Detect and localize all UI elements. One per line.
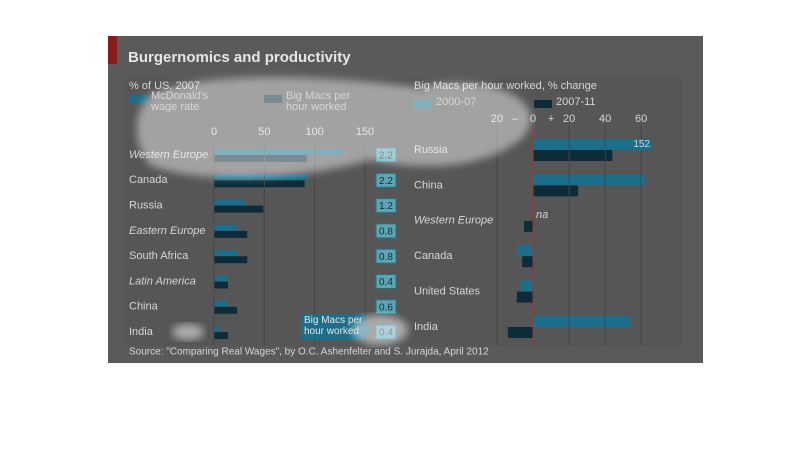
category-label: Eastern Europe xyxy=(129,225,205,237)
bar xyxy=(214,174,307,181)
value-label: na xyxy=(536,209,548,221)
bar xyxy=(214,326,221,333)
boxed-value xyxy=(375,248,397,264)
highlight-blob xyxy=(352,315,408,345)
category-label: Russia xyxy=(129,200,164,212)
bar xyxy=(533,139,652,150)
category-label: Canada xyxy=(129,174,168,186)
boxed-value-label: 0.4 xyxy=(379,277,393,288)
x-tick-label: 0 xyxy=(530,113,536,125)
boxed-value-label: 0.8 xyxy=(379,252,393,263)
legend-label: 2000-07 xyxy=(436,96,477,108)
bar xyxy=(214,224,239,231)
bar xyxy=(214,306,238,314)
boxed-value-label: 2.2 xyxy=(379,176,393,187)
boxed-value xyxy=(375,299,397,315)
legend-swatch xyxy=(534,100,552,108)
category-label: United States xyxy=(414,286,481,298)
category-label: India xyxy=(129,326,154,338)
category-label: China xyxy=(129,301,159,313)
legend-swatch xyxy=(129,95,147,103)
bar xyxy=(533,316,631,327)
category-label: Latin America xyxy=(129,275,196,287)
red-tab xyxy=(108,36,117,64)
boxed-value xyxy=(375,223,397,239)
x-tick-label: 20 xyxy=(563,113,575,125)
bar xyxy=(516,245,534,257)
legend-label: McDonald's wage rate xyxy=(151,90,209,113)
legend-label: 2007-11 xyxy=(556,96,596,108)
bar xyxy=(214,256,248,264)
boxed-value xyxy=(375,274,397,289)
bar xyxy=(522,256,534,268)
bar xyxy=(214,275,229,282)
bar xyxy=(533,174,645,186)
axis-sign: + xyxy=(548,113,554,125)
x-tick-label: 60 xyxy=(635,113,647,125)
category-label: Canada xyxy=(414,250,453,262)
bars xyxy=(507,139,652,338)
value-label: 152 xyxy=(633,139,650,150)
bar xyxy=(533,185,579,197)
bar xyxy=(214,332,229,340)
category-label: India xyxy=(414,321,439,333)
highlight-blob xyxy=(172,324,204,340)
annotation: Big Macs per hour worked xyxy=(304,315,363,338)
bar xyxy=(214,250,238,257)
value-label-box xyxy=(628,139,652,150)
boxed-value xyxy=(375,172,397,188)
boxed-value xyxy=(375,198,397,214)
bar xyxy=(507,327,534,338)
bar xyxy=(516,291,534,303)
source: Source: "Comparing Real Wages", by O.C. … xyxy=(129,347,489,358)
bar xyxy=(214,300,228,307)
bar xyxy=(214,281,229,289)
title: Burgernomics and productivity xyxy=(128,49,351,66)
bar xyxy=(214,205,264,213)
boxed-value-label: 1.2 xyxy=(379,201,393,212)
category-label: Western Europe xyxy=(414,215,493,227)
legend-label: Big Macs per hour worked xyxy=(286,90,351,113)
boxed-value-label: 0.6 xyxy=(379,302,393,313)
bar xyxy=(214,180,305,188)
bar xyxy=(524,220,534,232)
boxed-value-label: 0.8 xyxy=(379,227,393,238)
bar xyxy=(214,199,246,206)
bar xyxy=(520,280,534,292)
x-tick-label: 40 xyxy=(599,113,611,125)
bar xyxy=(214,230,248,238)
highlight-blob xyxy=(136,77,531,178)
bar xyxy=(533,150,613,161)
category-label: South Africa xyxy=(129,250,189,262)
category-label: China xyxy=(414,179,444,191)
